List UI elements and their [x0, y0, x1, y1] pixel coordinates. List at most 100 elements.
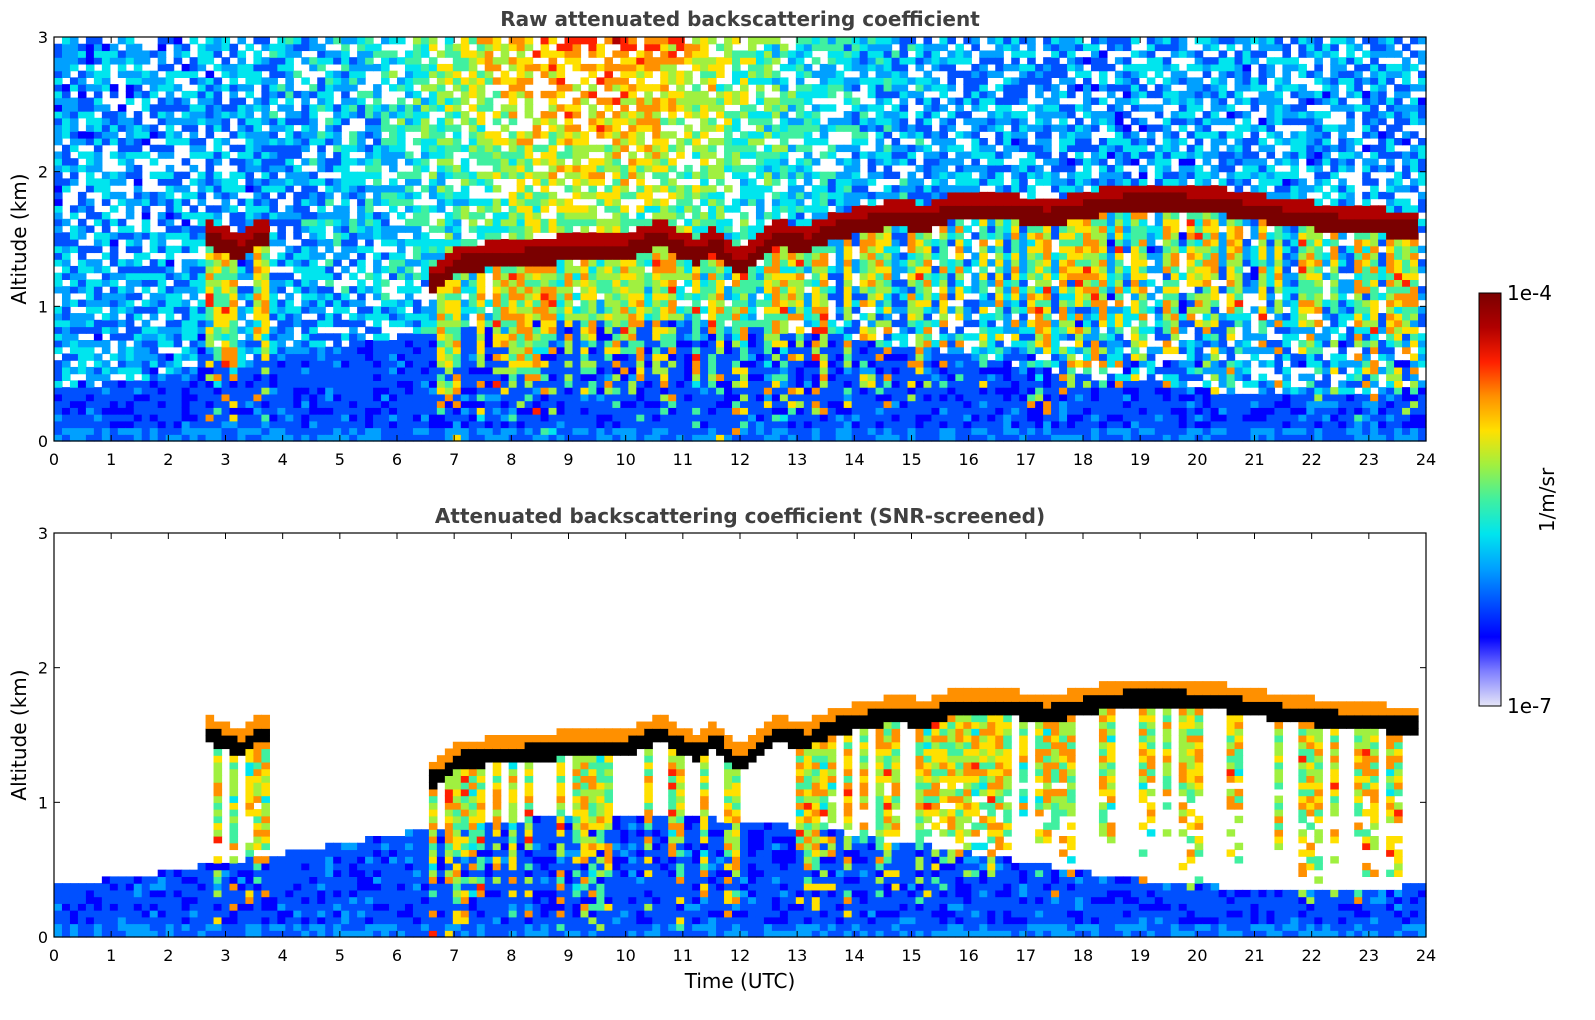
heatmap-cell: [644, 373, 653, 381]
heatmap-cell: [644, 218, 653, 227]
heatmap-cell: [572, 366, 582, 375]
heatmap-cell: [476, 131, 486, 139]
heatmap-cell: [556, 84, 566, 92]
heatmap-cell: [253, 366, 262, 375]
heatmap-cell: [205, 252, 215, 260]
heatmap-cell: [588, 333, 598, 341]
heatmap-cell: [333, 117, 342, 126]
heatmap-cell: [508, 90, 518, 99]
heatmap-cell: [779, 306, 789, 314]
heatmap-cell: [684, 313, 693, 321]
heatmap-cell: [397, 333, 406, 341]
heatmap-cell: [652, 319, 661, 328]
heatmap-cell: [293, 313, 302, 321]
heatmap-cell: [269, 393, 278, 402]
heatmap-cell: [269, 326, 278, 334]
heatmap-cell: [843, 420, 853, 429]
heatmap-cell: [285, 407, 294, 415]
heatmap-cell: [795, 279, 805, 287]
heatmap-cell: [221, 124, 231, 132]
heatmap-cell: [229, 171, 239, 179]
heatmap-cell: [572, 414, 582, 422]
heatmap-cell: [404, 279, 414, 287]
heatmap-cell: [221, 306, 231, 314]
heatmap-cell: [404, 225, 414, 233]
heatmap-cell: [740, 90, 749, 99]
heatmap-cell: [644, 104, 653, 112]
heatmap-cell: [253, 104, 262, 112]
heatmap-cell: [285, 387, 294, 395]
heatmap-cell: [787, 57, 797, 65]
heatmap-cell: [580, 164, 590, 173]
heatmap-cell: [404, 57, 414, 65]
heatmap-cell: [381, 414, 390, 422]
heatmap-cell: [85, 164, 95, 173]
heatmap-cell: [109, 414, 119, 422]
heatmap-cell: [492, 131, 502, 139]
heatmap-cell: [755, 387, 765, 395]
heatmap-cell: [333, 84, 342, 92]
heatmap-cell: [444, 218, 454, 227]
heatmap-cell: [476, 151, 486, 159]
heatmap-cell: [580, 191, 590, 200]
heatmap-cell: [157, 380, 167, 388]
heatmap-cell: [484, 333, 494, 341]
heatmap-cell: [755, 366, 765, 375]
heatmap-cell: [253, 414, 262, 422]
heatmap-cell: [484, 400, 494, 408]
heatmap-cell: [460, 117, 470, 126]
heatmap-cell: [835, 178, 845, 186]
heatmap-cell: [660, 434, 669, 442]
heatmap-cell: [269, 232, 278, 240]
heatmap-cell: [101, 185, 111, 193]
heatmap-cell: [636, 144, 645, 153]
heatmap-cell: [373, 50, 382, 58]
heatmap-cell: [213, 387, 223, 395]
heatmap-cell: [381, 138, 390, 146]
heatmap-cell: [732, 144, 741, 153]
heatmap-cell: [604, 158, 613, 166]
heatmap-cell: [811, 84, 821, 92]
heatmap-cell: [61, 111, 71, 119]
heatmap-cell: [325, 37, 334, 45]
heatmap-cell: [428, 265, 438, 274]
heatmap-cell: [420, 63, 430, 72]
heatmap-cell: [189, 434, 199, 442]
heatmap-cell: [787, 191, 797, 200]
heatmap-cell: [229, 218, 239, 227]
heatmap-cell: [189, 387, 199, 395]
heatmap-cell: [660, 151, 669, 159]
heatmap-cell: [69, 387, 79, 395]
heatmap-cell: [556, 306, 566, 314]
heatmap-cell: [811, 245, 821, 254]
heatmap-cell: [261, 387, 270, 395]
heatmap-cell: [484, 326, 494, 334]
heatmap-cell: [69, 37, 79, 45]
heatmap-cell: [389, 265, 398, 274]
heatmap-cell: [779, 340, 789, 348]
heatmap-cell: [452, 333, 462, 341]
heatmap-cell: [333, 70, 342, 78]
heatmap-cell: [436, 50, 446, 58]
heatmap-cell: [253, 37, 262, 45]
heatmap-cell: [580, 407, 590, 415]
heatmap-cell: [795, 171, 805, 179]
heatmap-cell: [333, 138, 342, 146]
heatmap-cell: [381, 265, 390, 274]
heatmap-cell: [349, 178, 358, 186]
heatmap-cell: [173, 400, 183, 408]
heatmap-cell: [508, 84, 518, 92]
heatmap-cell: [54, 43, 63, 52]
heatmap-cell: [676, 138, 685, 146]
heatmap-cell: [684, 225, 693, 233]
heatmap-cell: [763, 70, 773, 78]
heatmap-cell: [245, 43, 255, 52]
heatmap-cell: [213, 434, 223, 442]
heatmap-cell: [333, 164, 342, 173]
heatmap-cell: [564, 138, 574, 146]
heatmap-cell: [492, 393, 502, 402]
heatmap-cell: [779, 124, 789, 132]
heatmap-cell: [787, 434, 797, 442]
heatmap-cell: [341, 319, 350, 328]
heatmap-cell: [604, 70, 613, 78]
